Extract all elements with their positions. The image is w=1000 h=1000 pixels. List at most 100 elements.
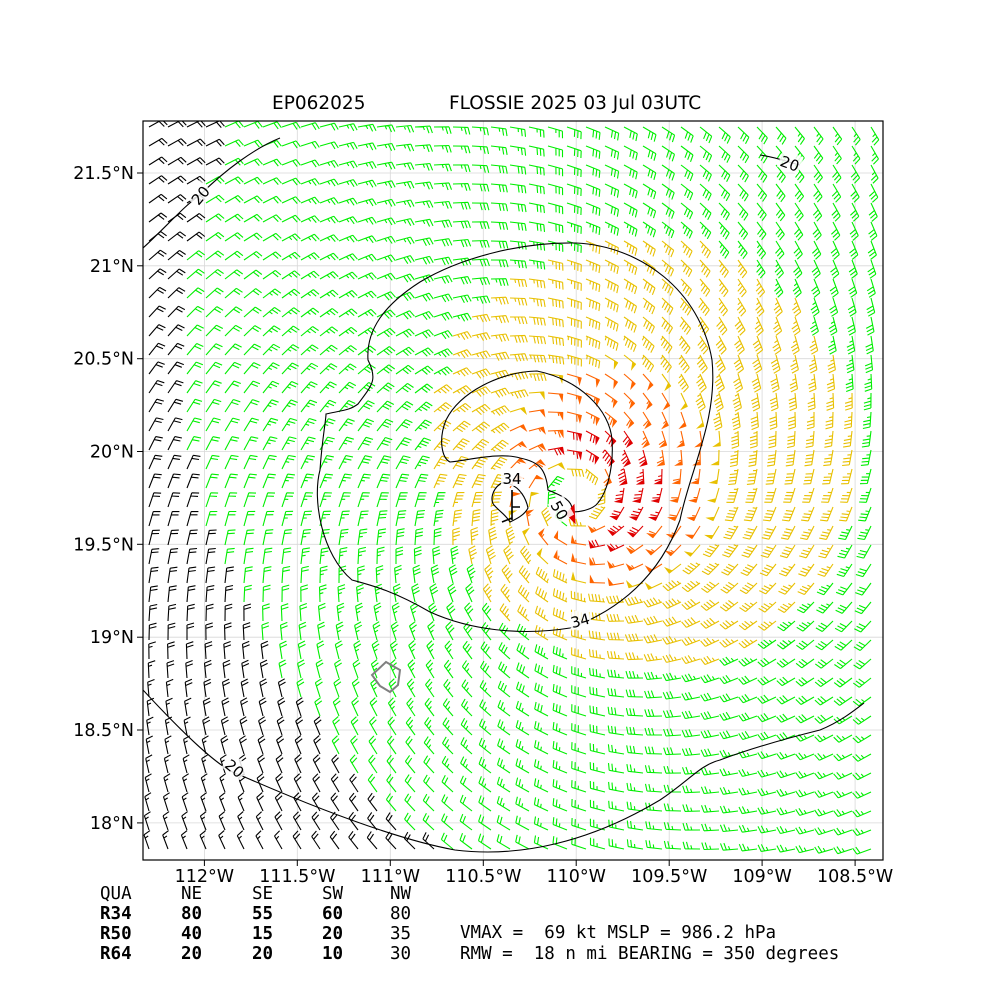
wind-barb xyxy=(414,144,434,153)
wind-barb xyxy=(700,637,720,647)
wind-barb xyxy=(167,398,184,413)
wind-barb xyxy=(801,506,815,522)
wind-barb xyxy=(798,563,815,577)
wind-barb xyxy=(395,510,407,527)
wind-barb xyxy=(452,492,465,508)
wind-barb xyxy=(645,821,663,831)
wind-barb xyxy=(680,164,694,182)
wind-barb xyxy=(162,811,170,831)
wind-barb xyxy=(464,602,474,622)
wind-barb xyxy=(185,641,194,660)
wind-barb xyxy=(745,487,758,503)
radii-value-ne: 40 xyxy=(181,924,203,944)
wind-barb xyxy=(570,590,587,603)
wind-barb xyxy=(262,417,279,432)
wind-barb xyxy=(335,621,344,641)
wind-barb xyxy=(386,773,397,793)
wind-barb xyxy=(406,678,416,698)
wind-barb xyxy=(645,802,663,812)
wind-barb xyxy=(414,329,434,339)
wind-barb xyxy=(757,731,777,741)
wind-barb-pennant xyxy=(695,422,705,429)
wind-barb xyxy=(224,547,235,565)
wind-barb xyxy=(608,781,625,793)
wind-barb-pennant xyxy=(626,531,637,538)
wind-barb xyxy=(333,678,342,698)
wind-barb xyxy=(547,126,564,139)
wind-barb xyxy=(452,183,471,191)
wind-barb xyxy=(243,547,254,565)
wind-barb xyxy=(585,183,601,197)
wind-barb xyxy=(338,197,358,206)
wind-barb xyxy=(533,797,549,812)
wind-barb xyxy=(515,739,530,755)
wind-barb xyxy=(490,240,509,249)
wind-barb xyxy=(571,723,587,736)
wind-barb xyxy=(315,659,324,679)
wind-barb xyxy=(262,603,270,622)
wind-barb xyxy=(830,240,840,260)
wind-barb xyxy=(186,603,195,622)
wind-barb xyxy=(757,694,777,704)
wind-barb xyxy=(490,315,510,324)
wind-barb-pennant xyxy=(642,440,650,449)
wind-barb xyxy=(471,295,491,304)
wind-barb xyxy=(300,307,320,318)
wind-barb xyxy=(300,547,310,565)
wind-barb xyxy=(547,145,564,158)
wind-barb xyxy=(795,734,815,742)
wind-barb xyxy=(390,621,399,641)
wind-barb xyxy=(281,380,299,394)
wind-barb xyxy=(642,202,657,219)
wind-barb xyxy=(376,473,391,489)
wind-barb xyxy=(395,382,414,394)
wind-barb xyxy=(499,603,511,622)
wind-barb xyxy=(757,713,777,723)
wind-barb xyxy=(336,602,345,622)
wind-barb xyxy=(167,194,187,204)
wind-barb-pennant xyxy=(704,534,714,540)
wind-barb xyxy=(490,145,508,155)
wind-barb xyxy=(625,670,644,679)
wind-barb xyxy=(444,640,454,660)
wind-barb xyxy=(275,754,284,774)
radii-header-ne: NE xyxy=(181,884,203,904)
wind-barb xyxy=(240,678,249,698)
wind-barb xyxy=(737,145,750,164)
wind-barb xyxy=(623,278,638,295)
wind-barb xyxy=(515,758,530,774)
wind-barb xyxy=(167,231,187,242)
wind-barb xyxy=(357,565,365,584)
wind-barb xyxy=(295,716,304,736)
wind-barb xyxy=(661,164,675,181)
wind-barb xyxy=(167,287,186,299)
wind-barb xyxy=(751,392,761,412)
wind-barb xyxy=(201,754,209,774)
wind-barb xyxy=(186,529,198,546)
radii-header-qua: QUA xyxy=(100,884,132,904)
wind-barb xyxy=(850,183,860,203)
wind-barb xyxy=(262,251,282,261)
wind-barb xyxy=(623,316,637,333)
wind-barb-pennant xyxy=(623,459,631,468)
wind-barb xyxy=(533,835,549,850)
wind-barb xyxy=(338,381,357,394)
wind-barb xyxy=(205,547,216,565)
wind-barb xyxy=(357,473,372,489)
wind-barb xyxy=(602,449,615,465)
wind-barb xyxy=(662,709,682,719)
wind-barb xyxy=(810,297,820,317)
wind-barb xyxy=(681,766,701,775)
wind-barb xyxy=(314,697,323,717)
wind-barb xyxy=(780,525,796,540)
wind-barb xyxy=(843,430,853,448)
wind-barb xyxy=(440,832,454,850)
wind-barb xyxy=(299,602,308,622)
wind-barb xyxy=(808,354,818,374)
wind-barb xyxy=(700,711,720,720)
wind-barb xyxy=(866,297,876,317)
wind-barb xyxy=(571,817,587,831)
wind-barb xyxy=(148,585,158,603)
wind-barb xyxy=(224,603,233,622)
wind-barb xyxy=(775,126,787,145)
